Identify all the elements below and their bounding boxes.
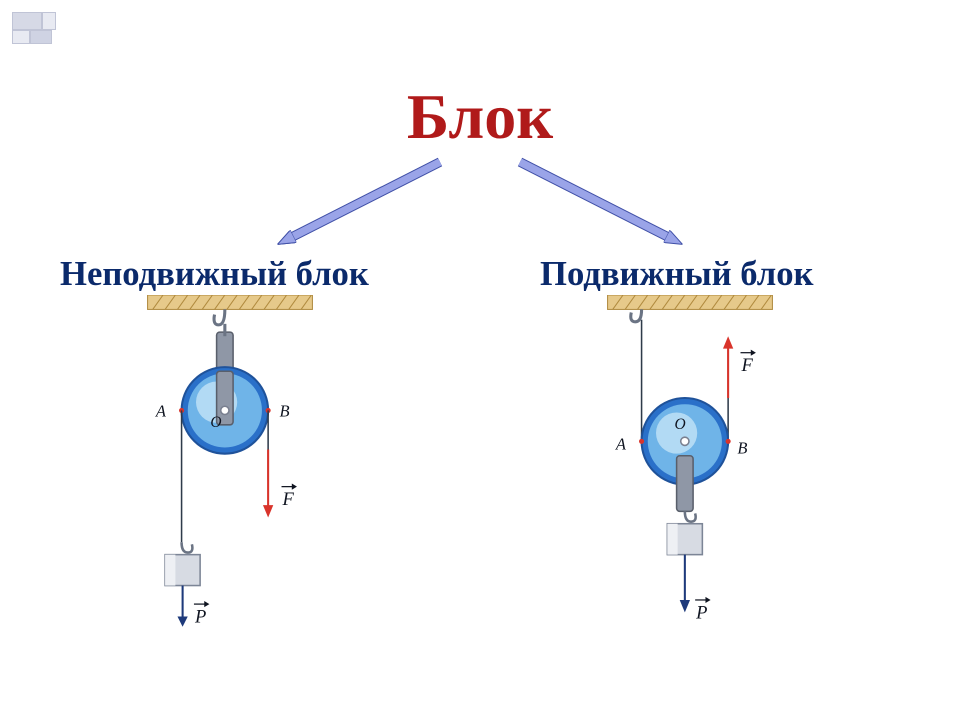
deco-sq-1 <box>12 12 42 30</box>
svg-text:F: F <box>741 355 754 376</box>
diagram-fixed-pulley: A B O F P <box>100 295 360 635</box>
svg-text:F: F <box>282 489 295 510</box>
ceiling-bar <box>148 295 313 309</box>
subtitle-movable: Подвижный блок <box>540 255 814 294</box>
ceiling-hook <box>631 309 642 321</box>
label-O: O <box>210 414 221 431</box>
deco-sq-3 <box>12 30 30 44</box>
deco-sq-2 <box>42 12 56 30</box>
label-F: F <box>282 484 297 511</box>
label-A: A <box>155 402 167 421</box>
label-B: B <box>279 402 289 421</box>
label-A: A <box>615 435 627 454</box>
label-O: O <box>675 416 686 433</box>
point-A <box>639 439 644 444</box>
label-F: F <box>740 350 755 377</box>
label-P: P <box>695 597 710 624</box>
pulley-axle <box>221 406 229 414</box>
branch-arrow-right <box>520 162 670 238</box>
svg-text:P: P <box>695 603 707 624</box>
branch-arrows <box>0 150 960 270</box>
pulley-axle <box>681 437 689 445</box>
label-P: P <box>194 601 209 628</box>
page-title: Блок <box>0 80 960 154</box>
branch-arrow-left-outline <box>290 162 440 238</box>
point-B <box>726 439 731 444</box>
ceiling-bar <box>608 295 773 309</box>
corner-decoration <box>12 12 92 52</box>
label-B: B <box>737 439 747 458</box>
bracket-bottom <box>677 456 693 512</box>
diagram-movable-pulley: A B O F P <box>560 295 820 635</box>
deco-sq-4 <box>30 30 52 44</box>
svg-text:P: P <box>194 607 206 628</box>
ceiling-hook <box>214 309 225 324</box>
branch-arrow-left <box>290 162 440 238</box>
subtitle-fixed: Неподвижный блок <box>60 255 369 294</box>
